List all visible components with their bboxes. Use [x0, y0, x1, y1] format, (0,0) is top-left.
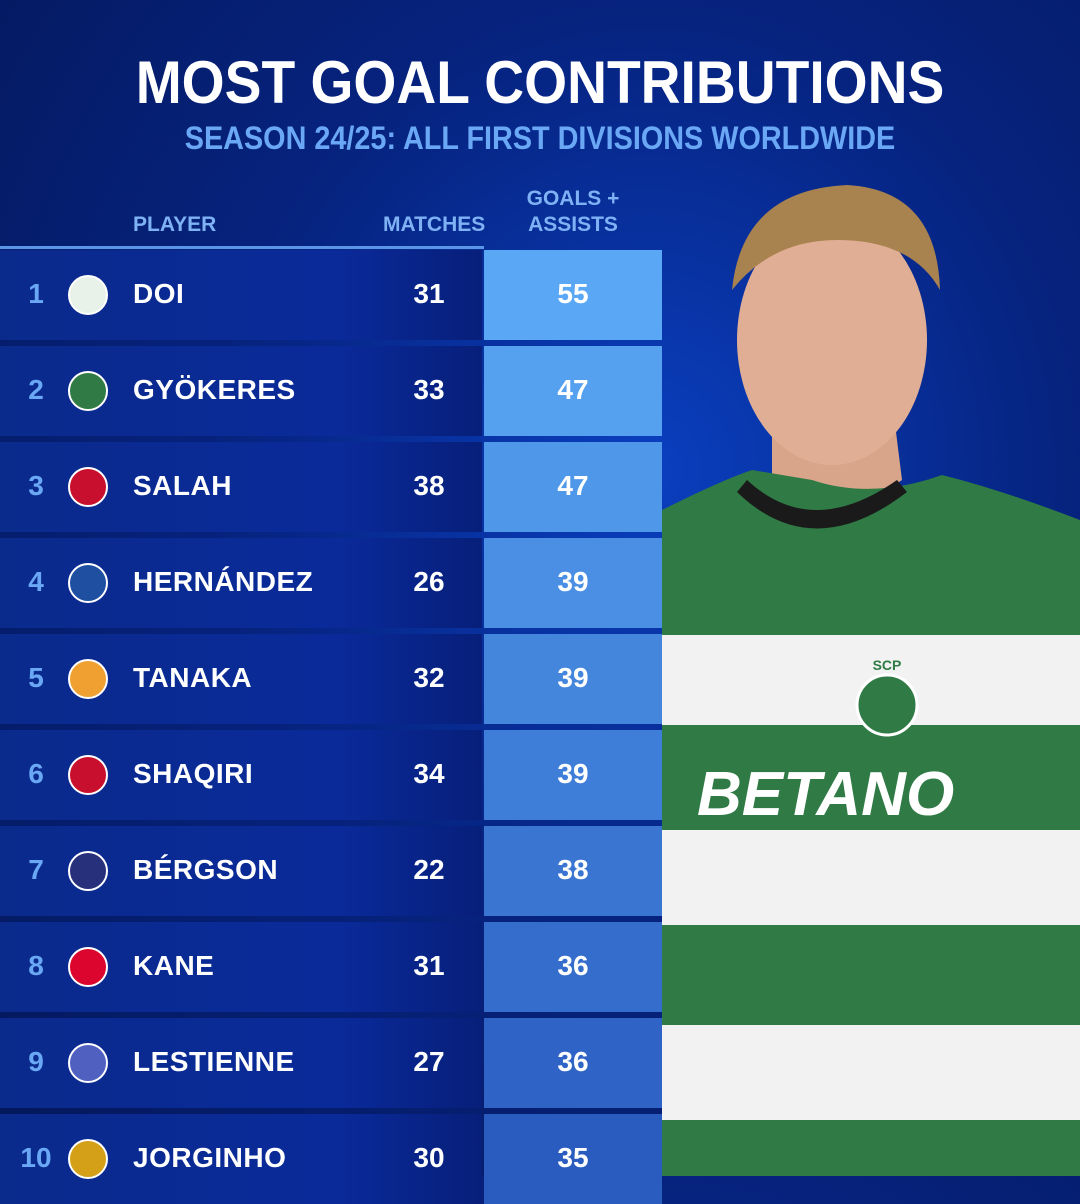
table-row: 36 9 LESTIENNE 27	[0, 1018, 662, 1108]
goals-assists-value: 35	[557, 1142, 589, 1173]
goals-assists-cell: 55	[484, 250, 662, 340]
matches-value: 31	[413, 950, 445, 981]
header-assists-line: ASSISTS	[528, 213, 618, 236]
table-row: 38 7 BÉRGSON 22	[0, 826, 662, 916]
table-row: 39 6 SHAQIRI 34	[0, 730, 662, 820]
matches-value: 31	[413, 278, 445, 309]
liverpool-crest-icon	[68, 467, 108, 507]
goals-assists-value: 38	[557, 854, 589, 885]
rank: 8	[28, 950, 44, 981]
matches-value: 27	[413, 1046, 445, 1077]
goals-assists-cell: 36	[484, 1018, 662, 1108]
table-row: 55 1 DOI 31	[0, 250, 662, 340]
header-divider	[0, 246, 484, 249]
player-name: LESTIENNE	[133, 1046, 295, 1077]
goals-assists-value: 39	[557, 566, 589, 597]
page-title: MOST GOAL CONTRIBUTIONS	[135, 49, 945, 116]
player-photo: SCP BETANO	[662, 185, 1080, 1176]
goals-assists-value: 55	[557, 278, 589, 309]
table-row: 39 5 TANAKA 32	[0, 634, 662, 724]
badge-text: SCP	[873, 657, 902, 673]
goals-assists-cell: 47	[484, 442, 662, 532]
goals-assists-value: 36	[557, 1046, 589, 1077]
matches-value: 26	[413, 566, 445, 597]
table-row: 47 3 SALAH 38	[0, 442, 662, 532]
rank: 5	[28, 662, 44, 693]
rank: 9	[28, 1046, 44, 1077]
fc-sapporo-crest-icon	[68, 275, 108, 315]
rank: 4	[28, 566, 44, 597]
goals-assists-cell: 47	[484, 346, 662, 436]
table-row: 36 8 KANE 31	[0, 922, 662, 1012]
table-row: 39 4 HERNÁNDEZ 26	[0, 538, 662, 628]
player-name: JORGINHO	[133, 1142, 287, 1173]
header-goals-line: GOALS +	[526, 187, 620, 210]
header-goals-assists: GOALS + ASSISTS	[484, 186, 662, 238]
header-matches: MATCHES	[383, 213, 486, 236]
header-player: PLAYER	[133, 213, 217, 236]
goals-assists-value: 39	[557, 758, 589, 789]
shirt-collar	[737, 480, 907, 529]
club-crest-icon	[68, 1043, 108, 1083]
kairat-crest-icon	[68, 1139, 108, 1179]
goals-assists-cell: 36	[484, 922, 662, 1012]
sporting-cp-crest-icon	[68, 371, 108, 411]
matches-value: 32	[413, 662, 445, 693]
goals-assists-cell: 39	[484, 634, 662, 724]
shirt-sponsor-text: BETANO	[697, 760, 954, 829]
rank: 6	[28, 758, 44, 789]
player-shirt	[662, 470, 1080, 1176]
player-name: DOI	[133, 278, 185, 309]
tiger-crest-icon	[68, 659, 108, 699]
player-name: TANAKA	[133, 662, 253, 693]
goals-assists-value: 36	[557, 950, 589, 981]
club-crest-icon	[68, 851, 108, 891]
goals-assists-value: 39	[557, 662, 589, 693]
rank: 1	[28, 278, 44, 309]
goals-assists-value: 47	[557, 374, 589, 405]
player-name: HERNÁNDEZ	[133, 566, 314, 597]
goals-assists-cell: 38	[484, 826, 662, 916]
matches-value: 33	[413, 374, 445, 405]
sporting-badge-icon	[855, 673, 919, 737]
fc-basel-crest-icon	[68, 755, 108, 795]
player-name: GYÖKERES	[133, 374, 296, 405]
goals-assists-cell: 39	[484, 538, 662, 628]
player-name: SALAH	[133, 470, 232, 501]
goals-assists-cell: 39	[484, 730, 662, 820]
matches-value: 38	[413, 470, 445, 501]
player-name: KANE	[133, 950, 215, 981]
rank: 2	[28, 374, 44, 405]
page-subtitle: SEASON 24/25: ALL FIRST DIVISIONS WORLDW…	[184, 120, 896, 156]
club-crest-icon	[68, 563, 108, 603]
rank: 3	[28, 470, 44, 501]
table-row: 35 10 JORGINHO 30	[0, 1114, 662, 1204]
goals-assists-cell: 35	[484, 1114, 662, 1204]
matches-value: 30	[413, 1142, 445, 1173]
rank: 10	[20, 1142, 52, 1173]
player-name: BÉRGSON	[133, 854, 279, 885]
player-name: SHAQIRI	[133, 758, 254, 789]
rank: 7	[28, 854, 44, 885]
bayern-munich-crest-icon	[68, 947, 108, 987]
player-hair	[732, 185, 940, 290]
player-head	[737, 215, 927, 465]
table-row: 47 2 GYÖKERES 33	[0, 346, 662, 436]
goals-assists-value: 47	[557, 470, 589, 501]
matches-value: 22	[413, 854, 445, 885]
matches-value: 34	[413, 758, 445, 789]
